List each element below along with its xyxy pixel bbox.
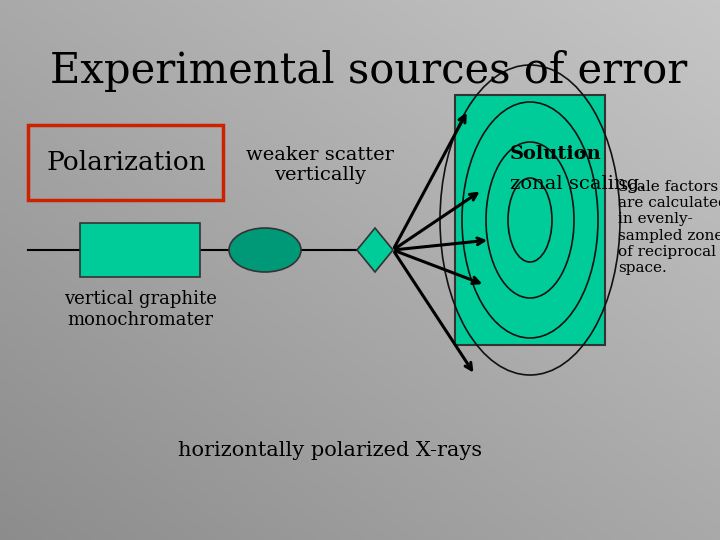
Bar — [28, 125, 223, 200]
Polygon shape — [357, 228, 393, 272]
Text: Polarization: Polarization — [46, 150, 206, 174]
Text: zonal scaling.: zonal scaling. — [510, 175, 645, 193]
Text: :: : — [578, 145, 585, 163]
Text: Scale factors
are calculated
in evenly-
sampled zones
of reciprocal
space.: Scale factors are calculated in evenly- … — [618, 180, 720, 275]
Text: horizontally polarized X-rays: horizontally polarized X-rays — [178, 441, 482, 460]
Ellipse shape — [229, 228, 301, 272]
Bar — [455, 95, 605, 345]
Bar — [80, 223, 200, 277]
Text: weaker scatter
vertically: weaker scatter vertically — [246, 146, 394, 184]
Text: Solution: Solution — [510, 145, 602, 163]
Text: Experimental sources of error: Experimental sources of error — [50, 50, 688, 92]
Text: vertical graphite
monochromater: vertical graphite monochromater — [63, 290, 217, 329]
